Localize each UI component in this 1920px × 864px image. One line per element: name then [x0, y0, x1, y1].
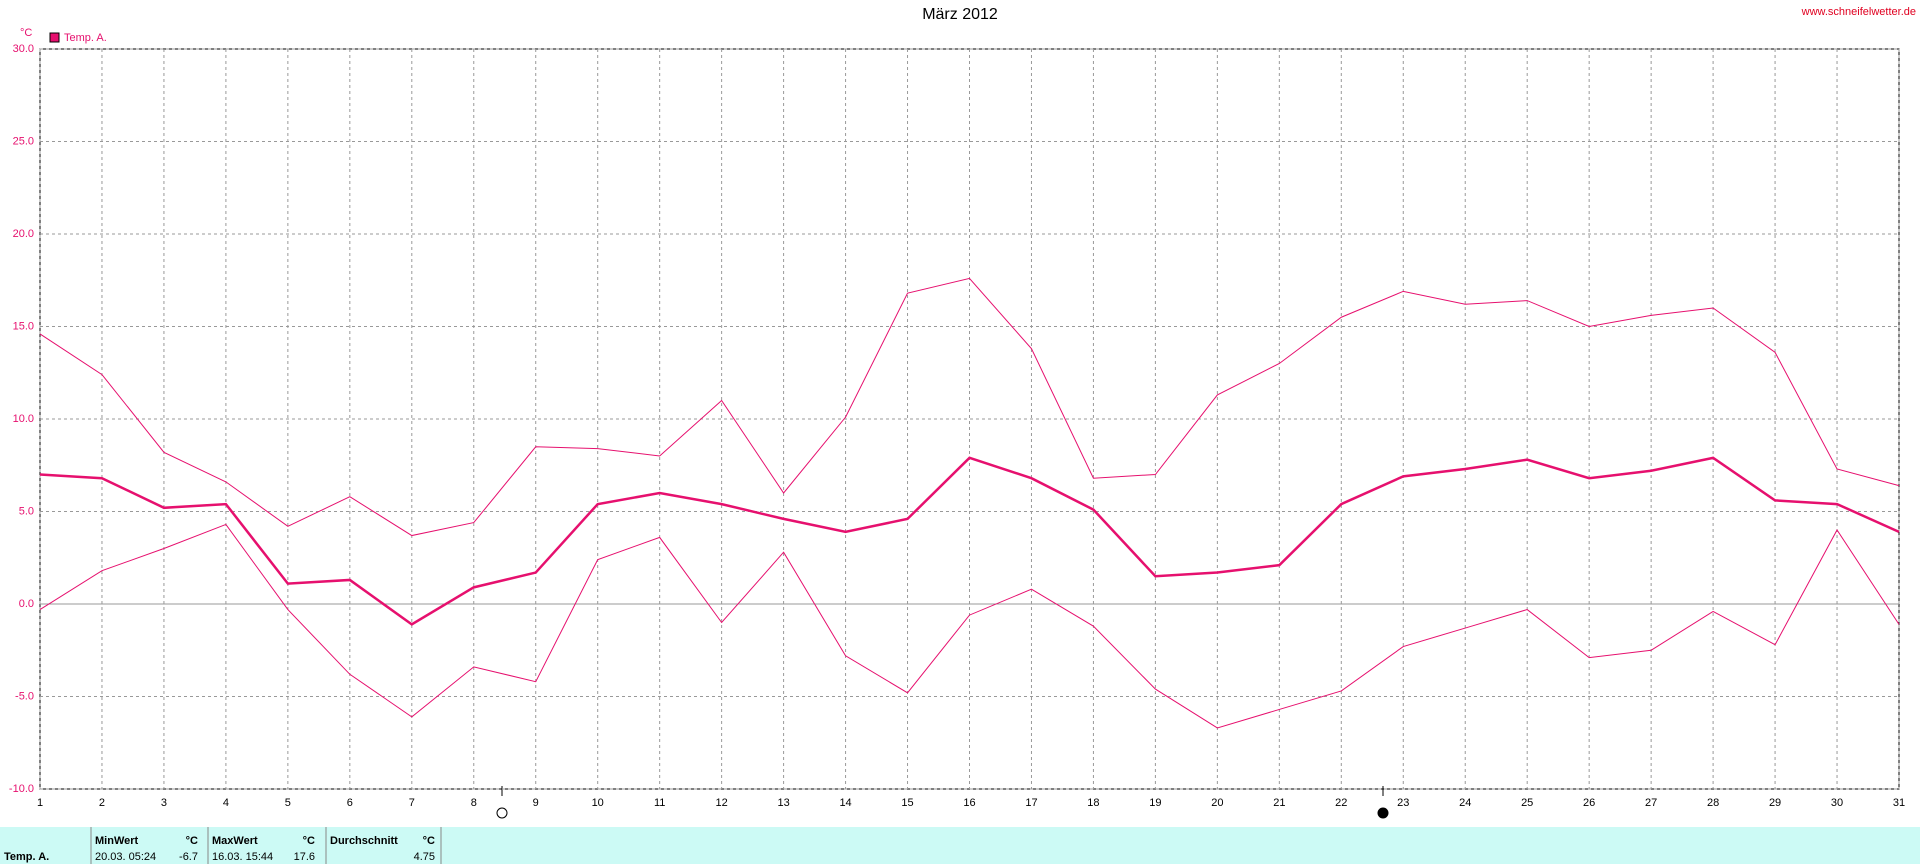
x-tick-label: 18: [1087, 797, 1099, 809]
y-tick-label: 20.0: [13, 228, 34, 240]
stats-header: MaxWert: [212, 835, 258, 847]
source: www.schneifelwetter.de: [1801, 6, 1916, 18]
stats-date: 20.03. 05:24: [95, 851, 156, 863]
stats-header: MinWert: [95, 835, 139, 847]
stats-unit: °C: [303, 835, 315, 847]
x-tick-label: 10: [592, 797, 604, 809]
x-tick-label: 5: [285, 797, 291, 809]
x-tick-label: 6: [347, 797, 353, 809]
x-tick-label: 11: [654, 797, 665, 809]
moon-new: [1377, 807, 1389, 819]
x-tick-label: 29: [1769, 797, 1781, 809]
x-tick-label: 12: [716, 797, 728, 809]
x-tick-label: 20: [1211, 797, 1223, 809]
x-tick-label: 16: [963, 797, 975, 809]
x-tick-label: 25: [1521, 797, 1533, 809]
legend-swatch: [49, 32, 60, 43]
y-tick-label: 5.0: [19, 505, 34, 517]
x-tick-label: 24: [1459, 797, 1471, 809]
stats-band: [0, 827, 1920, 864]
y-tick-label: 10.0: [13, 413, 34, 425]
stats-header: Durchschnitt: [330, 835, 398, 847]
x-tick-label: 13: [777, 797, 789, 809]
x-tick-label: 3: [161, 797, 167, 809]
series-line: [39, 277, 1900, 537]
stats-label: Temp. A.: [4, 851, 49, 863]
legend-label: Temp. A.: [64, 32, 107, 44]
x-tick-label: 17: [1025, 797, 1037, 809]
x-tick-label: 2: [99, 797, 105, 809]
x-tick-label: 23: [1397, 797, 1409, 809]
chart-title: März 2012: [922, 6, 998, 23]
x-tick-label: 22: [1335, 797, 1347, 809]
y-axis-label: °C: [20, 27, 32, 39]
stats-value: 4.75: [414, 851, 435, 863]
stats-unit: °C: [423, 835, 435, 847]
x-tick-label: 31: [1893, 797, 1905, 809]
y-tick-label: 30.0: [13, 43, 34, 55]
stats-date: 16.03. 15:44: [212, 851, 273, 863]
x-tick-label: 9: [533, 797, 539, 809]
x-tick-label: 19: [1149, 797, 1161, 809]
x-tick-label: 21: [1273, 797, 1285, 809]
stats-unit: °C: [186, 835, 198, 847]
stats-value: -6.7: [179, 851, 198, 863]
y-tick-label: 25.0: [13, 135, 34, 147]
y-tick-label: 0.0: [19, 598, 34, 610]
y-tick-label: -5.0: [15, 690, 34, 702]
x-tick-label: 8: [471, 797, 477, 809]
y-tick-label: -10.0: [9, 783, 34, 795]
x-tick-label: 27: [1645, 797, 1657, 809]
x-tick-label: 26: [1583, 797, 1595, 809]
x-tick-label: 4: [223, 797, 229, 809]
stats-value: 17.6: [294, 851, 315, 863]
x-tick-label: 30: [1831, 797, 1843, 809]
series-line: [39, 456, 1900, 626]
x-tick-label: 28: [1707, 797, 1719, 809]
x-tick-label: 7: [409, 797, 415, 809]
series-line: [39, 523, 1900, 729]
x-tick-label: 1: [37, 797, 43, 809]
moon-full: [496, 807, 508, 819]
x-tick-label: 14: [839, 797, 851, 809]
y-tick-label: 15.0: [13, 320, 34, 332]
x-tick-label: 15: [901, 797, 913, 809]
